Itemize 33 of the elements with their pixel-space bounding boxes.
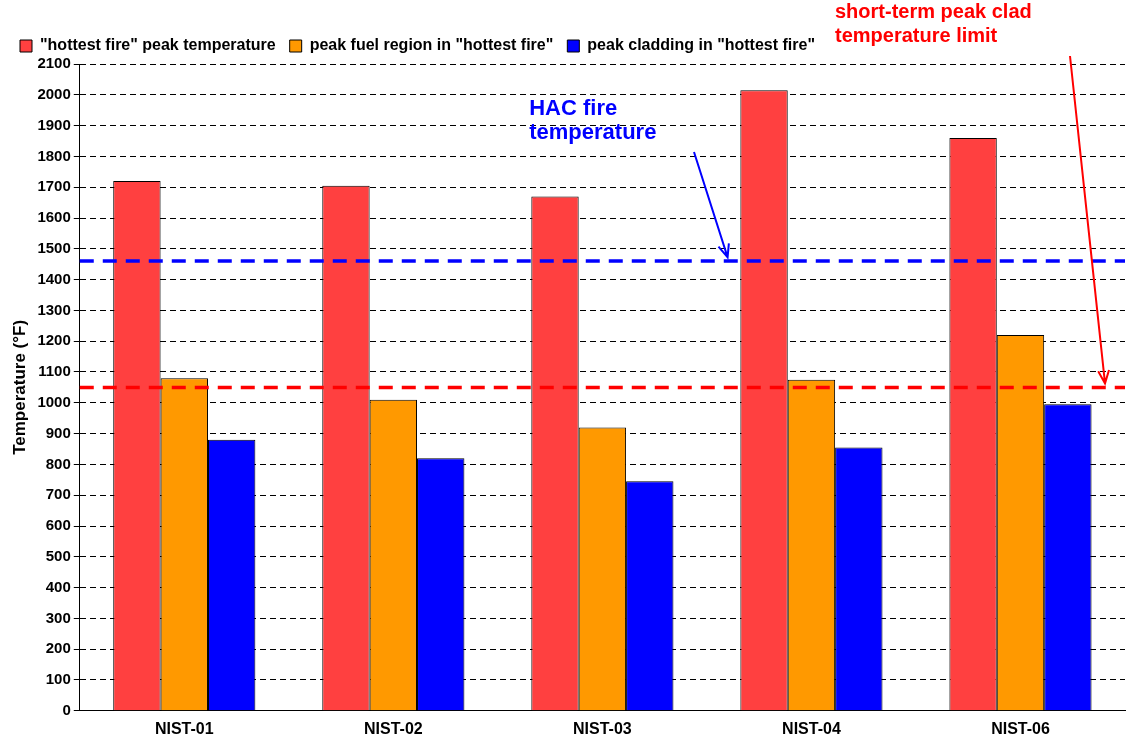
y-tick-label: 1000 <box>37 392 71 410</box>
y-tick-label: 1300 <box>37 300 71 318</box>
y-tick-label: 1500 <box>37 238 71 256</box>
y-tick-label: 500 <box>45 546 71 564</box>
y-tick-label: 700 <box>45 485 71 503</box>
ref-line-label: HAC fire temperature <box>529 94 657 144</box>
y-tick-label: 1800 <box>37 146 71 164</box>
y-tick-label: 2100 <box>37 54 71 72</box>
y-tick-label: 1100 <box>38 362 71 380</box>
x-tick-label: NIST-01 <box>154 719 214 737</box>
y-tick-label: 600 <box>45 516 71 534</box>
x-tick-label: NIST-03 <box>573 719 632 737</box>
y-tick-label: 2000 <box>37 84 71 102</box>
y-tick-label: 300 <box>45 608 71 626</box>
y-tick-label: 1400 <box>37 269 71 287</box>
legend-label: "hottest fire" peak temperature <box>40 36 276 54</box>
legend-label: peak fuel region in "hottest fire" <box>309 36 554 54</box>
y-tick-label: 1600 <box>37 208 71 226</box>
y-tick-label: 900 <box>45 423 71 441</box>
y-tick-label: 200 <box>45 639 71 657</box>
y-tick-label: 1900 <box>37 115 71 133</box>
x-tick-label: NIST-06 <box>991 719 1050 737</box>
y-tick-label: 1200 <box>37 331 71 349</box>
x-tick-label: NIST-04 <box>782 719 841 737</box>
y-tick-label: 800 <box>45 454 71 472</box>
y-axis-title: Temperature (°F) <box>9 319 29 455</box>
x-tick-label: NIST-02 <box>363 719 423 737</box>
y-tick-label: 100 <box>45 670 71 688</box>
y-tick-label: 1700 <box>37 177 71 195</box>
legend-label: peak cladding in "hottest fire" <box>587 36 815 54</box>
y-tick-label: 400 <box>45 577 71 595</box>
ref-line-label: short-term peak clad temperature limit <box>835 0 1032 46</box>
y-tick-label: 0 <box>62 700 71 718</box>
